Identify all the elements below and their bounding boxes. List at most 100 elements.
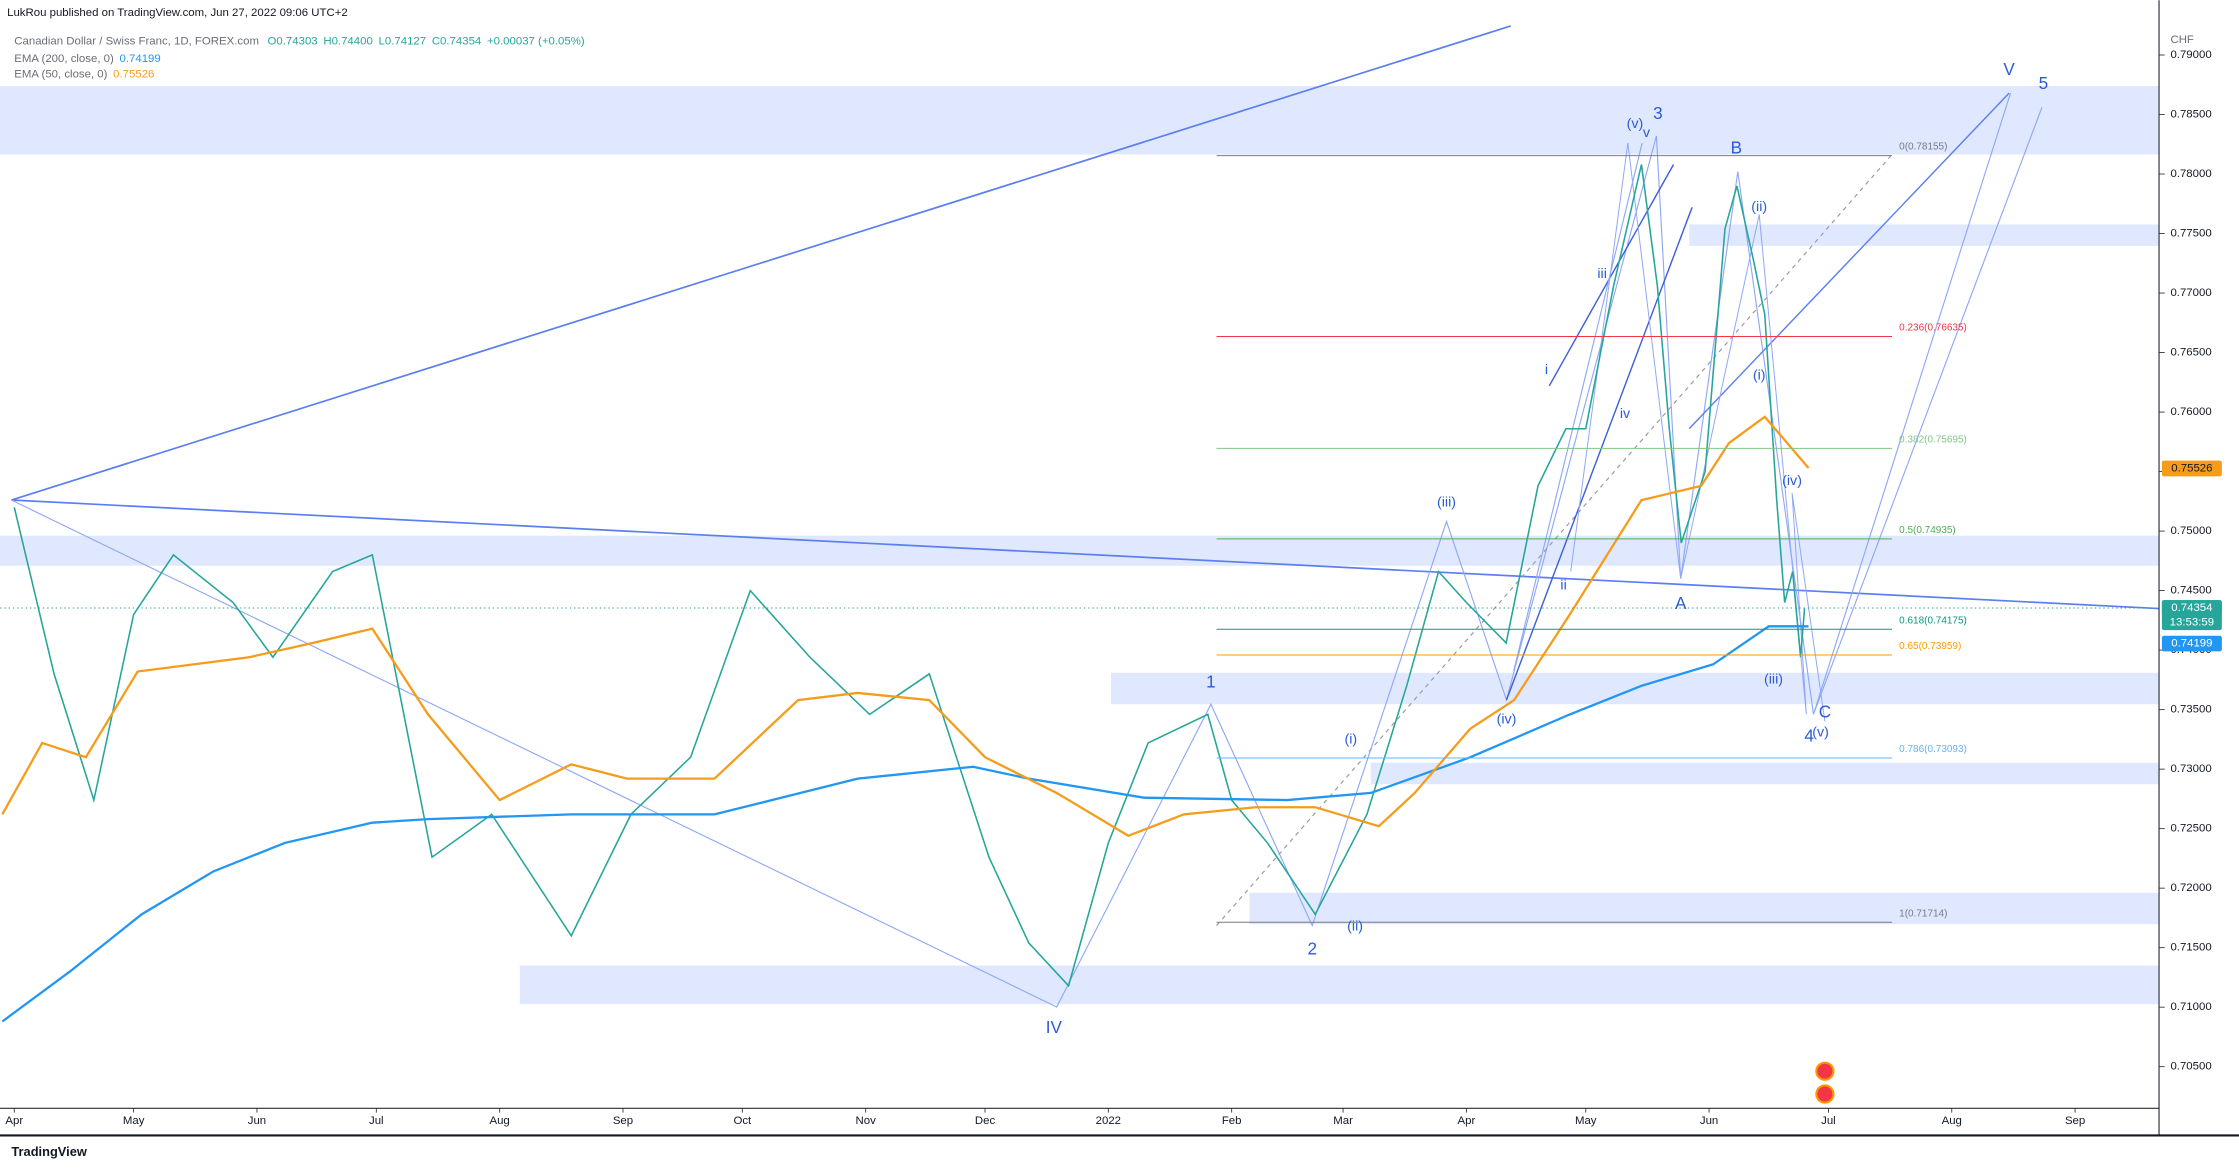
fib-label: 0.236(0.76635) xyxy=(1899,323,1967,334)
price-tag-label: 0.75526 xyxy=(2171,463,2212,475)
x-tick-label: May xyxy=(1575,1115,1597,1127)
wave-label: 1 xyxy=(1206,671,1216,691)
x-tick-label: Feb xyxy=(1222,1115,1242,1127)
wave-label: (iii) xyxy=(1764,672,1783,688)
trend-line xyxy=(11,25,1512,501)
zone xyxy=(1689,224,2160,246)
y-tick-label: 0.77000 xyxy=(2170,287,2211,299)
wave-label: v xyxy=(1643,125,1651,141)
wave-label: (iv) xyxy=(1497,712,1517,728)
y-tick-label: 0.77500 xyxy=(2170,228,2211,240)
x-tick-label: Aug xyxy=(1942,1115,1962,1127)
legend-value: 0.75526 xyxy=(113,69,154,81)
wave-label: 3 xyxy=(1653,103,1663,123)
price-tag-label: 0.74199 xyxy=(2171,638,2212,650)
wave-line xyxy=(1570,142,1826,722)
wave-label: (ii) xyxy=(1347,919,1363,935)
brand: TradingView xyxy=(11,1144,87,1159)
drawings xyxy=(11,25,2160,1008)
x-tick-label: Nov xyxy=(856,1115,877,1127)
x-tick-label: Dec xyxy=(975,1115,996,1127)
wave-label: 4 xyxy=(1804,726,1814,746)
projection-line xyxy=(1688,92,2010,430)
wave-label: (ii) xyxy=(1751,199,1767,215)
y-tick-label: 0.70500 xyxy=(2170,1061,2211,1073)
publisher: LukRou published on TradingView.com, Jun… xyxy=(7,7,348,19)
channel-line xyxy=(1513,142,1643,672)
ohlc-value: +0.00037 (+0.05%) xyxy=(487,36,585,48)
plot xyxy=(0,164,2160,1023)
x-tick-label: May xyxy=(123,1115,145,1127)
x-tick-label: Jul xyxy=(369,1115,384,1127)
y-tick-label: 0.73000 xyxy=(2170,763,2211,775)
y-tick-label: 0.73500 xyxy=(2170,704,2211,716)
ohlc-value: O0.74303 xyxy=(268,36,318,48)
ohlc-value: L0.74127 xyxy=(379,36,427,48)
zone xyxy=(0,535,2160,566)
wave-label: 2 xyxy=(1308,938,1318,958)
y-tick-label: 0.79000 xyxy=(2170,49,2211,61)
fib-label: 0.382(0.75695) xyxy=(1899,434,1967,445)
y-tick-label: 0.71500 xyxy=(2170,942,2211,954)
fib-label: 0.786(0.73093) xyxy=(1899,744,1967,755)
wave-label: (i) xyxy=(1344,732,1357,748)
currency: CHF xyxy=(2170,34,2193,46)
zone xyxy=(1249,892,2160,925)
x-tick-label: Oct xyxy=(733,1115,752,1127)
trend-line xyxy=(11,499,2160,610)
ohlc-value: H0.74400 xyxy=(323,36,372,48)
series-line xyxy=(13,164,1806,988)
x-tick-label: Jun xyxy=(1700,1115,1718,1127)
price-tag xyxy=(2161,635,2222,652)
event-icon xyxy=(1815,1061,1835,1081)
projection-line xyxy=(1812,92,2012,715)
series-line xyxy=(1,415,1810,838)
fib-label: 1(0.71714) xyxy=(1899,908,1947,919)
x-tick-label: Jul xyxy=(1821,1115,1836,1127)
wave-label: (i) xyxy=(1753,368,1766,384)
y-tick-label: 0.72500 xyxy=(2170,823,2211,835)
wave-label: (v) xyxy=(1627,116,1644,132)
price-tag-label: 0.74354 xyxy=(2171,602,2213,614)
wave-label: ii xyxy=(1560,577,1566,593)
price-tag xyxy=(2161,460,2222,477)
footer xyxy=(0,1135,2239,1170)
wave-label: i xyxy=(1545,362,1548,378)
legend-name: EMA (200, close, 0) xyxy=(14,53,114,65)
countdown: 13:53:59 xyxy=(2170,616,2214,628)
x-tick-label: 2022 xyxy=(1096,1115,1121,1127)
wave-label: A xyxy=(1675,593,1687,613)
zone xyxy=(519,965,2160,1005)
series-line xyxy=(1,625,1809,1023)
fib-label: 0.5(0.74935) xyxy=(1899,525,1956,536)
x-tick-label: Mar xyxy=(1333,1115,1353,1127)
channel-line xyxy=(1505,207,1693,701)
wave-label: 5 xyxy=(2039,73,2049,93)
y-tick-label: 0.74500 xyxy=(2170,585,2211,597)
wave-label: IV xyxy=(1046,1017,1063,1037)
wave-label: (iii) xyxy=(1437,495,1456,511)
y-tick-label: 0.78500 xyxy=(2170,109,2211,121)
y-tick-label: 0.76500 xyxy=(2170,347,2211,359)
zone xyxy=(0,85,2160,155)
wave-label: C xyxy=(1819,701,1831,721)
x-tick-label: Jun xyxy=(248,1115,266,1127)
wave-label: B xyxy=(1731,137,1742,157)
wave-label: (iv) xyxy=(1782,473,1802,489)
chart-title: Canadian Dollar / Swiss Franc, 1D, FOREX… xyxy=(14,36,259,48)
channel-line xyxy=(1548,164,1675,387)
wave-label: iv xyxy=(1620,406,1631,422)
legend-name: EMA (50, close, 0) xyxy=(14,69,107,81)
price-tag xyxy=(2161,600,2222,616)
wave-label: iii xyxy=(1597,266,1607,282)
x-tick-label: Sep xyxy=(613,1115,633,1127)
fib-label: 0.618(0.74175) xyxy=(1899,615,1967,626)
x-tick-label: Apr xyxy=(5,1115,23,1127)
wave-label: (v) xyxy=(1812,725,1829,741)
x-tick-label: Aug xyxy=(489,1115,509,1127)
fib-label: 0.65(0.73959) xyxy=(1899,641,1961,652)
y-tick-label: 0.78000 xyxy=(2170,168,2211,180)
y-tick-label: 0.72000 xyxy=(2170,882,2211,894)
